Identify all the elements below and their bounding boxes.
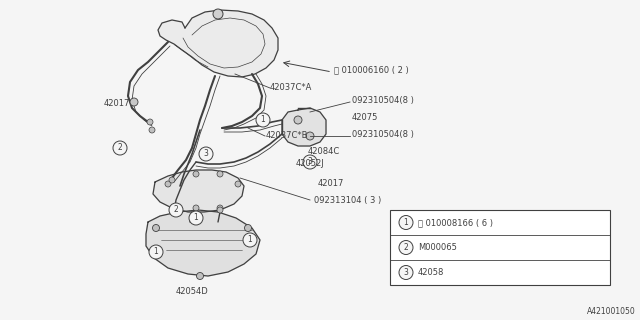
Text: 42037C*B: 42037C*B [266, 132, 308, 140]
Circle shape [169, 203, 183, 217]
Text: 1: 1 [248, 236, 252, 244]
Text: 42052J: 42052J [296, 159, 324, 169]
Circle shape [399, 241, 413, 254]
Text: 42075: 42075 [352, 114, 378, 123]
Circle shape [217, 207, 223, 213]
Text: 3: 3 [404, 268, 408, 277]
Circle shape [152, 225, 159, 231]
Text: 2: 2 [118, 143, 122, 153]
Text: 2: 2 [404, 243, 408, 252]
Text: 092310504(8 ): 092310504(8 ) [352, 130, 414, 139]
Text: 42084C: 42084C [308, 148, 340, 156]
Circle shape [306, 132, 314, 140]
Text: 42017: 42017 [104, 100, 131, 108]
Text: 2: 2 [173, 205, 179, 214]
Circle shape [256, 113, 270, 127]
Text: 42017: 42017 [318, 180, 344, 188]
Circle shape [169, 177, 175, 183]
Circle shape [243, 233, 257, 247]
Circle shape [199, 147, 213, 161]
Text: 1: 1 [404, 218, 408, 227]
Circle shape [244, 225, 252, 231]
Polygon shape [146, 210, 260, 276]
Circle shape [303, 155, 317, 169]
Polygon shape [282, 108, 326, 146]
Text: 1: 1 [194, 213, 198, 222]
Text: 1: 1 [154, 247, 158, 257]
Text: 1: 1 [260, 116, 266, 124]
Circle shape [193, 205, 199, 211]
Text: 42058: 42058 [418, 268, 444, 277]
Text: M000065: M000065 [418, 243, 457, 252]
Polygon shape [153, 170, 244, 212]
Circle shape [130, 98, 138, 106]
Text: 092310504(8 ): 092310504(8 ) [352, 95, 414, 105]
Circle shape [196, 273, 204, 279]
Text: Ⓑ 010006160 ( 2 ): Ⓑ 010006160 ( 2 ) [334, 66, 409, 75]
Circle shape [165, 181, 171, 187]
Text: A421001050: A421001050 [588, 307, 636, 316]
Circle shape [189, 211, 203, 225]
Circle shape [235, 181, 241, 187]
Circle shape [149, 245, 163, 259]
Circle shape [113, 141, 127, 155]
Text: Ⓑ 010008166 ( 6 ): Ⓑ 010008166 ( 6 ) [418, 218, 493, 227]
Circle shape [213, 9, 223, 19]
Text: 3: 3 [204, 149, 209, 158]
Text: 092313104 ( 3 ): 092313104 ( 3 ) [314, 196, 381, 204]
Circle shape [217, 205, 223, 211]
Circle shape [217, 171, 223, 177]
Text: 42054D: 42054D [175, 287, 209, 297]
Circle shape [149, 127, 155, 133]
Text: 3: 3 [308, 157, 312, 166]
Circle shape [294, 116, 302, 124]
Text: 42037C*A: 42037C*A [270, 84, 312, 92]
Circle shape [399, 215, 413, 229]
Circle shape [399, 266, 413, 279]
Polygon shape [158, 10, 278, 77]
Circle shape [175, 209, 181, 215]
Circle shape [147, 119, 153, 125]
Bar [390, 210, 610, 285]
Circle shape [193, 171, 199, 177]
